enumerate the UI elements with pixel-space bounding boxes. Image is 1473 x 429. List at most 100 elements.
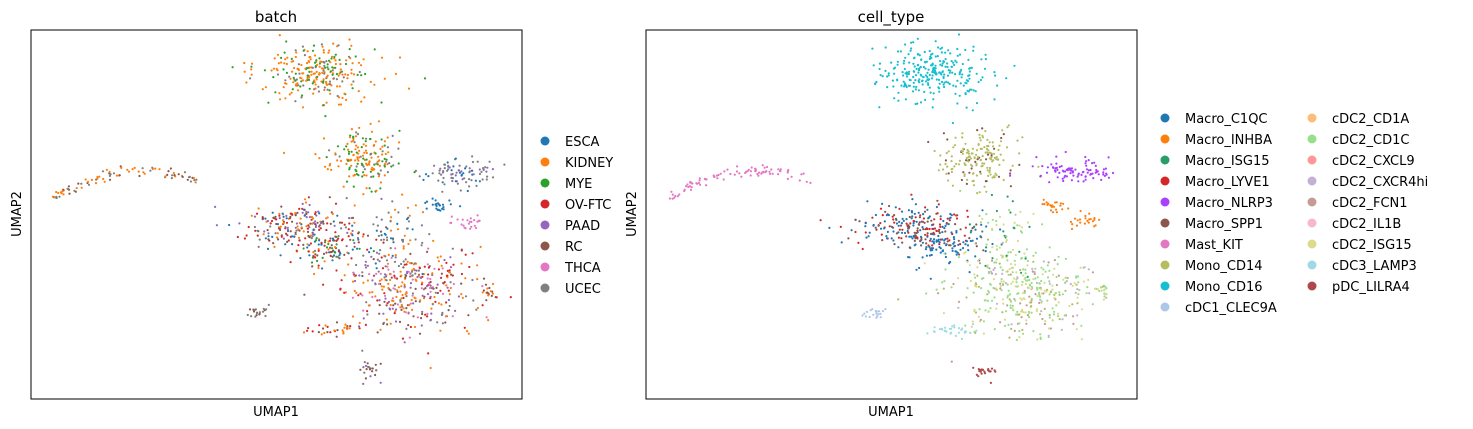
umap-point: [421, 241, 424, 244]
umap-point: [977, 315, 981, 318]
legend-label: ESCA: [565, 135, 600, 150]
umap-point: [400, 285, 403, 288]
umap-point: [370, 190, 373, 193]
umap-point: [944, 159, 948, 162]
umap-point: [366, 362, 369, 365]
umap-point: [1055, 201, 1058, 204]
umap-point: [374, 152, 377, 155]
umap-point: [404, 276, 407, 279]
umap-point: [1028, 316, 1031, 319]
umap-point: [1015, 313, 1018, 316]
umap-point: [274, 215, 277, 218]
umap-point: [985, 158, 988, 161]
umap-point: [347, 55, 351, 58]
umap-point: [1087, 169, 1090, 172]
umap-point: [363, 174, 366, 177]
umap-point: [968, 70, 972, 73]
umap-point: [956, 79, 959, 82]
legend-label: Mono_CD16: [1185, 280, 1263, 295]
umap-point: [427, 352, 430, 355]
umap-point: [311, 222, 314, 225]
umap-point: [1075, 224, 1079, 227]
umap-point: [987, 149, 990, 152]
umap-point: [324, 66, 327, 69]
umap-point: [335, 269, 338, 272]
umap-point: [356, 157, 359, 161]
umap-point: [289, 215, 292, 218]
umap-point: [901, 228, 904, 231]
umap-point: [334, 62, 337, 66]
umap-point: [1084, 175, 1087, 178]
umap-point: [1043, 281, 1046, 284]
umap-point: [999, 153, 1002, 156]
umap-point: [375, 216, 378, 219]
umap-point: [404, 258, 407, 261]
umap-point: [1015, 281, 1018, 284]
umap-point: [379, 381, 382, 384]
umap-point: [340, 279, 343, 282]
umap-point: [303, 198, 307, 201]
umap-point: [1025, 248, 1028, 251]
umap-point: [369, 375, 372, 378]
umap-point: [874, 82, 877, 86]
umap-point: [1006, 195, 1009, 198]
umap-point: [973, 310, 976, 313]
umap-point: [342, 76, 345, 79]
umap-point: [1006, 126, 1009, 129]
umap-point: [1091, 271, 1095, 274]
umap-point: [473, 219, 476, 222]
umap-point: [1093, 218, 1096, 221]
umap-point: [400, 262, 403, 266]
umap-point: [897, 246, 900, 249]
umap-point: [320, 60, 323, 64]
umap-point: [454, 157, 457, 160]
umap-point: [1071, 315, 1075, 318]
legend-label: UCEC: [565, 282, 601, 297]
umap-point: [270, 69, 273, 72]
umap-point: [308, 236, 311, 239]
umap-point: [1104, 285, 1107, 288]
umap-point: [893, 221, 896, 224]
cell-type-legend: Macro_C1QCMacro_INHBAMacro_ISG15Macro_LY…: [1160, 112, 1428, 316]
umap-point: [449, 221, 452, 224]
umap-point: [321, 71, 324, 74]
umap-point: [1111, 171, 1115, 175]
umap-point: [391, 297, 394, 300]
umap-point: [307, 224, 310, 227]
umap-point: [353, 204, 356, 207]
umap-point: [329, 246, 332, 249]
umap-point: [897, 231, 900, 234]
umap-point: [1054, 201, 1057, 204]
umap-point: [391, 307, 394, 310]
umap-point: [963, 162, 966, 165]
umap-point: [890, 237, 893, 240]
umap-point: [348, 217, 351, 220]
umap-point: [440, 303, 443, 306]
umap-point: [978, 133, 981, 136]
umap-point: [910, 235, 913, 238]
umap-point: [993, 71, 996, 74]
umap-point: [916, 64, 919, 67]
umap-point: [979, 172, 982, 175]
umap-point: [926, 208, 929, 211]
umap-point: [1055, 283, 1058, 287]
umap-point: [364, 264, 367, 267]
umap-point: [990, 367, 994, 370]
umap-point: [253, 215, 257, 218]
umap-point: [322, 283, 325, 286]
umap-point: [443, 183, 446, 186]
umap-point: [439, 289, 442, 292]
legend-label: Macro_SPP1: [1185, 217, 1263, 232]
umap-point: [1080, 308, 1083, 311]
umap-point: [944, 58, 947, 61]
umap-point: [864, 231, 867, 234]
umap-point: [325, 60, 328, 63]
umap-point: [1070, 227, 1074, 231]
umap-point: [408, 303, 411, 307]
umap-point: [914, 88, 918, 91]
umap-point: [445, 261, 448, 264]
umap-point: [345, 162, 348, 165]
umap-point: [915, 67, 918, 70]
umap-point: [903, 67, 906, 71]
umap-point: [1094, 171, 1097, 174]
